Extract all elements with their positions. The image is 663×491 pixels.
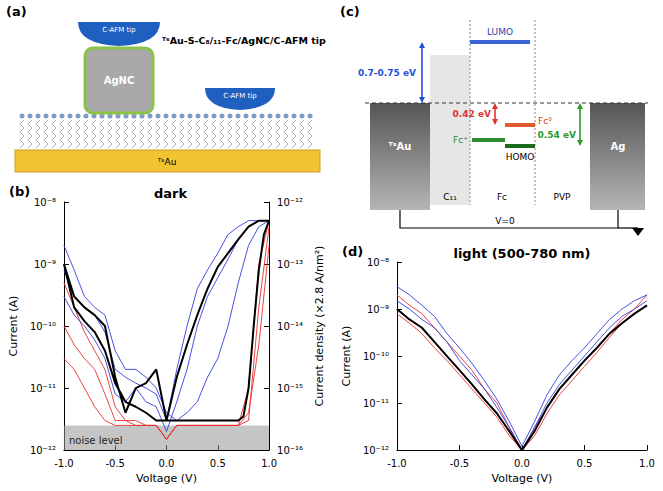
svg-text:ᵀˢAu-S-C₈/₁₁-Fc/AgNC/C-AFM tip: ᵀˢAu-S-C₈/₁₁-Fc/AgNC/C-AFM tip (162, 35, 326, 46)
svg-text:0.7-0.75 eV: 0.7-0.75 eV (358, 68, 416, 78)
svg-text:C-AFM tip: C-AFM tip (102, 26, 136, 34)
svg-text:10⁻¹²: 10⁻¹² (277, 197, 303, 208)
svg-text:LUMO: LUMO (487, 27, 513, 37)
svg-text:noise level: noise level (69, 435, 123, 446)
svg-text:Ag: Ag (611, 141, 626, 152)
svg-text:-0.5: -0.5 (105, 458, 125, 469)
svg-text:0.5: 0.5 (577, 458, 593, 469)
svg-text:0.0: 0.0 (514, 458, 530, 469)
svg-text:10⁻¹¹: 10⁻¹¹ (30, 383, 56, 394)
svg-text:10⁻¹⁰: 10⁻¹⁰ (363, 351, 389, 362)
svg-text:0.5: 0.5 (210, 458, 226, 469)
svg-text:HOMO: HOMO (506, 152, 535, 162)
svg-text:-1.0: -1.0 (387, 458, 407, 469)
svg-text:10⁻¹⁴: 10⁻¹⁴ (277, 321, 303, 332)
svg-text:(a): (a) (6, 4, 27, 19)
svg-text:10⁻¹²: 10⁻¹² (363, 445, 389, 456)
svg-text:C₁₁: C₁₁ (443, 192, 457, 202)
svg-text:PVP: PVP (553, 192, 571, 202)
svg-text:10⁻¹²: 10⁻¹² (30, 445, 56, 456)
svg-text:V=0: V=0 (495, 216, 515, 226)
svg-text:ᵀˢAu: ᵀˢAu (157, 157, 177, 167)
svg-text:Voltage (V): Voltage (V) (492, 472, 553, 485)
svg-text:10⁻⁸: 10⁻⁸ (367, 257, 389, 268)
svg-text:-0.5: -0.5 (450, 458, 470, 469)
svg-text:Fc: Fc (497, 192, 507, 202)
svg-text:dark: dark (154, 186, 187, 201)
svg-text:-1.0: -1.0 (54, 458, 74, 469)
svg-text:Current (A): Current (A) (340, 326, 353, 387)
svg-text:Current density (×2.8 A/nm²): Current density (×2.8 A/nm²) (313, 246, 326, 407)
svg-text:(c): (c) (340, 4, 360, 19)
svg-text:0.0: 0.0 (159, 458, 175, 469)
svg-text:1.0: 1.0 (261, 458, 277, 469)
svg-text:10⁻¹⁰: 10⁻¹⁰ (30, 321, 56, 332)
svg-text:10⁻¹⁵: 10⁻¹⁵ (277, 383, 303, 394)
svg-text:Fc⁺: Fc⁺ (453, 135, 468, 145)
svg-text:10⁻⁹: 10⁻⁹ (367, 304, 389, 315)
svg-text:Fc⁰: Fc⁰ (538, 116, 552, 126)
svg-text:C-AFM tip: C-AFM tip (223, 92, 257, 100)
svg-text:ᵀˢAu: ᵀˢAu (389, 141, 412, 152)
svg-text:0.54 eV: 0.54 eV (538, 130, 576, 140)
svg-text:10⁻⁹: 10⁻⁹ (34, 259, 56, 270)
svg-text:(b): (b) (9, 184, 30, 199)
svg-text:(d): (d) (342, 244, 363, 259)
svg-text:0.42 eV: 0.42 eV (453, 109, 491, 119)
svg-text:Voltage (V): Voltage (V) (136, 472, 197, 485)
svg-text:1.0: 1.0 (639, 458, 655, 469)
svg-text:10⁻¹¹: 10⁻¹¹ (363, 398, 389, 409)
svg-text:10⁻¹⁶: 10⁻¹⁶ (277, 445, 303, 456)
svg-text:Current (A): Current (A) (7, 296, 20, 357)
svg-text:10⁻¹³: 10⁻¹³ (277, 259, 303, 270)
svg-text:10⁻⁸: 10⁻⁸ (34, 197, 56, 208)
svg-text:AgNC: AgNC (104, 75, 135, 86)
svg-text:light (500-780 nm): light (500-780 nm) (453, 246, 590, 261)
